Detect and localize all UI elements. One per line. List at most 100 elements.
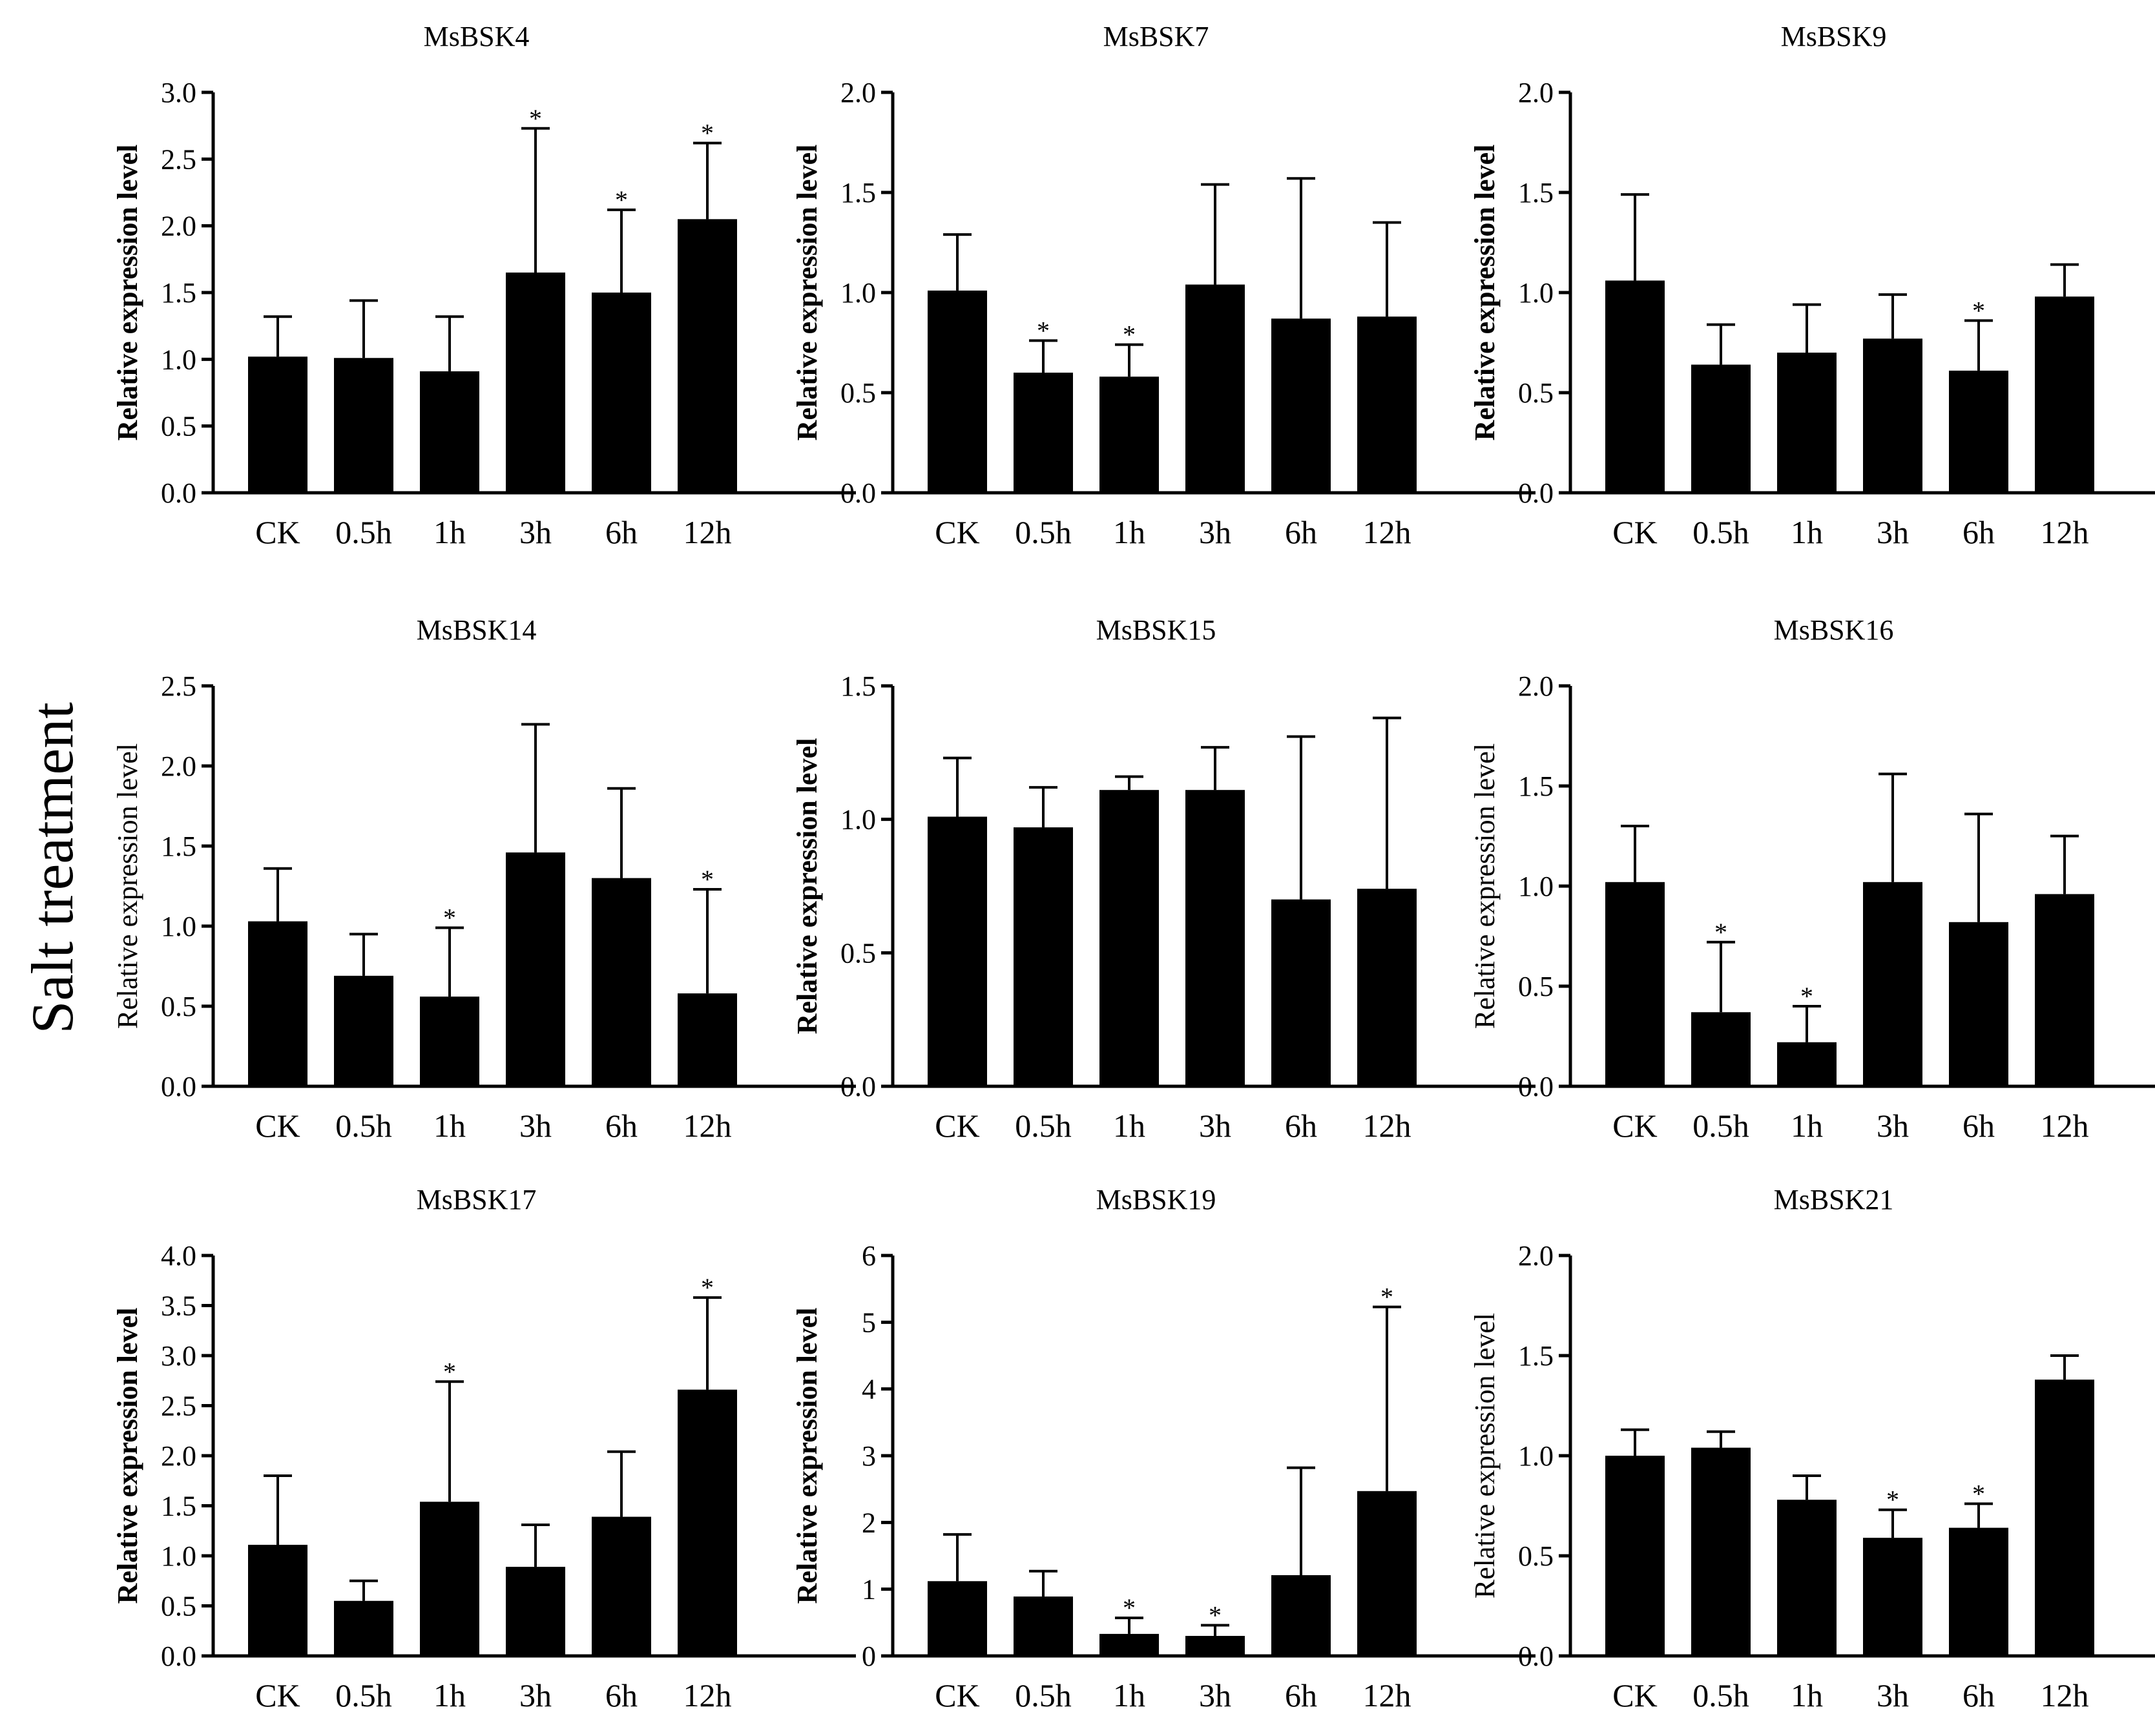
y-tick-label: 2.5 [161,143,196,175]
y-tick-label: 3.0 [161,1340,196,1372]
bar-3h [506,1567,565,1656]
x-tick-label: 12h [2041,514,2089,550]
chart-title: MsBSK9 [1781,21,1887,52]
x-tick-label: 3h [519,1108,552,1144]
significance-star: * [1800,982,1813,1011]
bar-3h [506,273,565,493]
x-tick-label: 6h [1285,514,1317,550]
x-tick-label: 0.5h [335,514,392,550]
bar-6h [592,293,651,493]
y-tick-label: 0.5 [161,991,196,1022]
x-tick-label: 6h [605,1108,638,1144]
y-tick-label: 0.5 [161,411,196,442]
x-tick-label: CK [255,1108,300,1144]
bar-3h [506,852,565,1086]
x-tick-label: 1h [1113,1108,1145,1144]
x-tick-label: 12h [683,1677,732,1713]
bar-3h [1185,1636,1245,1656]
bar-12h [1357,1491,1417,1656]
y-tick-label: 1.5 [161,1491,196,1522]
bar-1h [1777,1500,1837,1656]
x-tick-label: 6h [1962,1108,1995,1144]
y-axis-label: Relative expression level [791,1308,823,1604]
y-tick-label: 0.5 [161,1591,196,1622]
bar-ck [928,290,987,493]
y-tick-label: 2.5 [161,670,196,702]
x-tick-label: 6h [605,1677,638,1713]
bar-0_5h [1014,373,1073,493]
bar-ck [248,1544,307,1656]
y-axis-label: Relative expression level [112,1308,143,1604]
y-tick-label: 0.5 [840,377,876,409]
bar-ck [1605,1456,1665,1656]
y-tick-label: 0 [862,1640,876,1672]
y-tick-label: 1.5 [161,831,196,862]
y-axis-label: Relative expression level [1469,1313,1501,1598]
bar-3h [1863,1538,1922,1656]
bar-0_5h [1691,364,1751,493]
y-tick-label: 2.0 [161,211,196,242]
bar-1h [1099,377,1159,493]
bar-3h [1863,882,1922,1086]
bar-0_5h [334,975,393,1086]
bar-12h [1357,316,1417,493]
y-axis-label: Relative expression level [791,145,823,441]
x-tick-label: 1h [1113,1677,1145,1713]
y-tick-label: 1.5 [161,277,196,309]
bar-0_5h [334,358,393,493]
x-tick-label: 12h [683,514,732,550]
y-axis-label: Relative expression level [112,743,143,1029]
bar-0_5h [334,1600,393,1656]
y-axis-label: Relative expression level [791,738,823,1035]
bar-6h [1271,318,1331,493]
x-tick-label: 3h [1199,514,1231,550]
y-tick-label: 3 [862,1440,876,1472]
y-tick-label: 2.0 [161,1440,196,1472]
x-tick-label: 3h [1199,1677,1231,1713]
significance-star: * [1886,1485,1899,1514]
chart-panel-msbsk16: MsBSK16 Relative expression level 0.0 0.5 1.… [1469,614,2155,1144]
x-tick-label: 0.5h [1015,1677,1072,1713]
x-tick-label: CK [255,1677,300,1713]
x-tick-label: 1h [1791,514,1823,550]
chart-panel-msbsk4: MsBSK4 Relative expression level 0.0 0.5 1.0… [112,21,856,550]
bar-1h [420,1502,479,1656]
x-tick-label: 3h [519,514,552,550]
bar-6h [592,878,651,1086]
y-tick-label: 0.0 [161,1071,196,1102]
significance-star: * [615,185,628,214]
y-tick-label: 1.0 [161,1540,196,1572]
significance-star: * [701,865,714,894]
y-tick-label: 2.0 [840,77,876,108]
y-tick-label: 0.5 [1518,377,1554,409]
x-tick-label: 0.5h [1015,1108,1072,1144]
x-tick-label: 12h [1363,514,1411,550]
chart-panel-msbsk7: MsBSK7 Relative expression level 0.0 0.5 1.0… [791,21,1536,550]
y-tick-label: 2.0 [1518,670,1554,702]
x-tick-label: 6h [1285,1677,1317,1713]
y-tick-label: 5 [862,1307,876,1338]
y-tick-label: 1.5 [840,670,876,702]
chart-title: MsBSK21 [1774,1184,1894,1215]
chart-title: MsBSK15 [1096,614,1216,646]
y-tick-label: 0.0 [1518,1071,1554,1102]
x-tick-label: CK [255,514,300,550]
bar-12h [1357,889,1417,1086]
bar-ck [1605,280,1665,493]
significance-star: * [701,119,714,148]
x-tick-label: 12h [2041,1108,2089,1144]
x-tick-label: 0.5h [335,1108,392,1144]
y-tick-label: 1.0 [1518,871,1554,902]
y-tick-label: 0.0 [840,1071,876,1102]
y-tick-label: 2.0 [1518,77,1554,108]
bar-3h [1185,790,1245,1086]
x-tick-label: 6h [1962,514,1995,550]
y-tick-label: 3.0 [161,77,196,108]
x-tick-label: 0.5h [1692,1677,1749,1713]
y-tick-label: 0.5 [840,937,876,969]
x-tick-label: 0.5h [1692,514,1749,550]
x-tick-label: CK [935,1108,979,1144]
bar-0_5h [1691,1012,1751,1086]
x-tick-label: 1h [433,1108,466,1144]
